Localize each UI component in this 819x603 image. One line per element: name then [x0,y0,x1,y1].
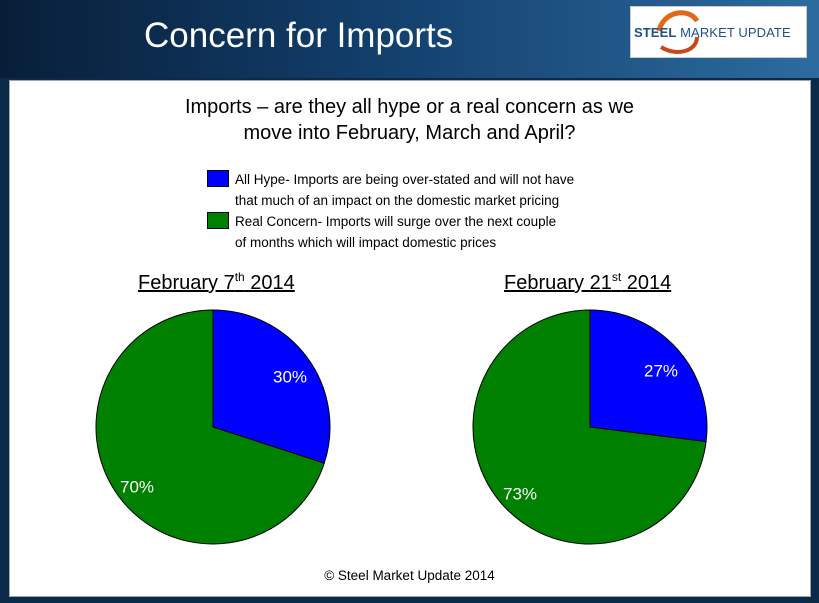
copyright-footer: © Steel Market Update 2014 [324,568,495,583]
legend-label-line: that much of an impact on the domestic m… [235,193,560,208]
legend-label-line: Real Concern- Imports will surge over th… [235,214,557,229]
pie-title-main: February 21 [504,272,612,294]
slide-title: Concern for Imports [144,16,454,55]
pie-title-main: February 7 [138,272,235,294]
pie-slice-all-hype [589,309,708,443]
logo-bold-text: STEEL [634,25,677,40]
legend-label-line: of months which will impact domestic pri… [235,235,497,250]
slide-header: Concern for Imports STEEL MARKET UPDATE [0,0,819,78]
chart-title-line: move into February, March and April? [243,122,576,144]
pie-data-label: 27% [644,361,678,380]
pie-slice-all-hype [212,309,331,464]
logo-rest-text: MARKET UPDATE [676,25,791,40]
legend-label: All Hype- Imports are being over-stated … [235,169,655,211]
pie-title-suffix: st [611,270,622,284]
pie-title-year: 2014 [244,272,295,294]
logo-swoosh-icon [656,10,700,54]
pie-data-label: 70% [120,477,154,496]
pie-slice-real-concern [472,309,707,545]
legend-label-line: All Hype- Imports are being over-stated … [235,172,575,187]
pie-title-feb-7: February 7th 2014 [138,270,295,295]
legend-swatch-all-hype [207,170,229,187]
pie-title-feb-21: February 21st 2014 [504,270,671,295]
pie-data-label: 30% [273,367,307,386]
legend-swatch-real-concern [207,212,229,229]
company-logo: STEEL MARKET UPDATE [630,6,807,58]
logo-wordmark: STEEL MARKET UPDATE [634,25,791,40]
pie-title-suffix: th [234,270,245,284]
pie-slice-real-concern [95,309,325,545]
pie-title-year: 2014 [621,272,672,294]
legend-label: Real Concern- Imports will surge over th… [235,211,655,253]
chart-title-line: Imports – are they all hype or a real co… [184,96,635,118]
pie-data-label: 73% [503,484,537,503]
chart-title: Imports – are they all hype or a real co… [0,94,819,146]
